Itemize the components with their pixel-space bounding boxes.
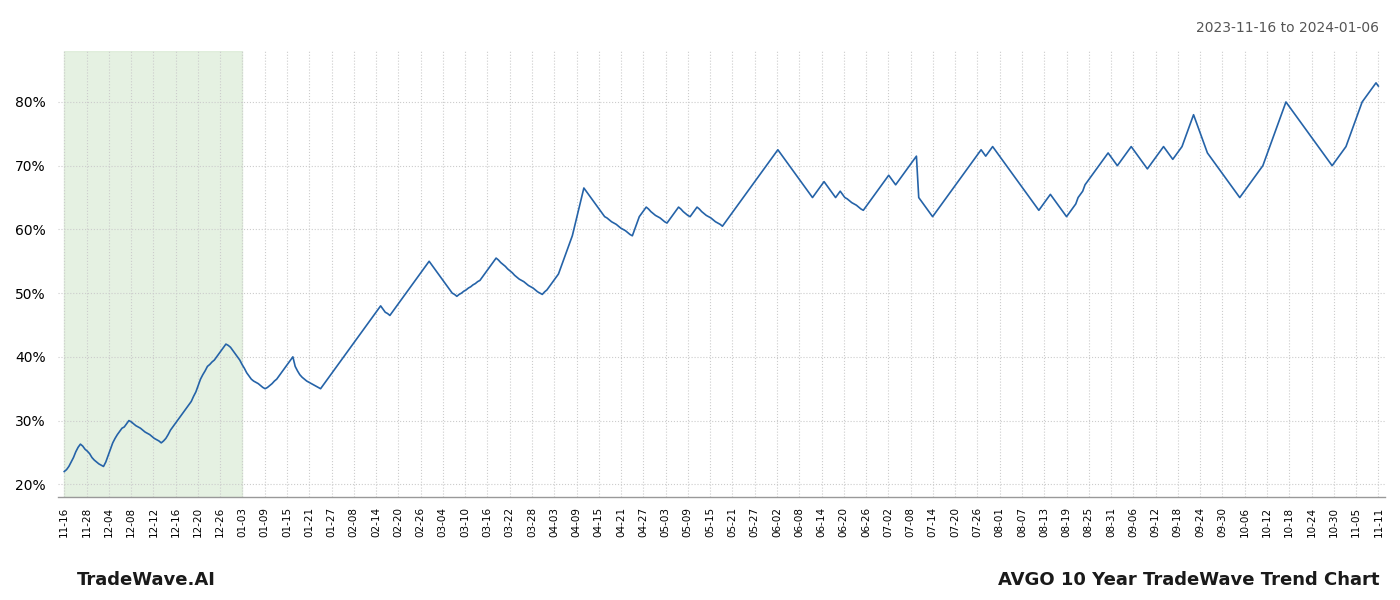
Text: AVGO 10 Year TradeWave Trend Chart: AVGO 10 Year TradeWave Trend Chart [997, 571, 1379, 589]
Bar [64, 51, 242, 497]
Text: 2023-11-16 to 2024-01-06: 2023-11-16 to 2024-01-06 [1196, 21, 1379, 35]
Text: TradeWave.AI: TradeWave.AI [77, 571, 216, 589]
